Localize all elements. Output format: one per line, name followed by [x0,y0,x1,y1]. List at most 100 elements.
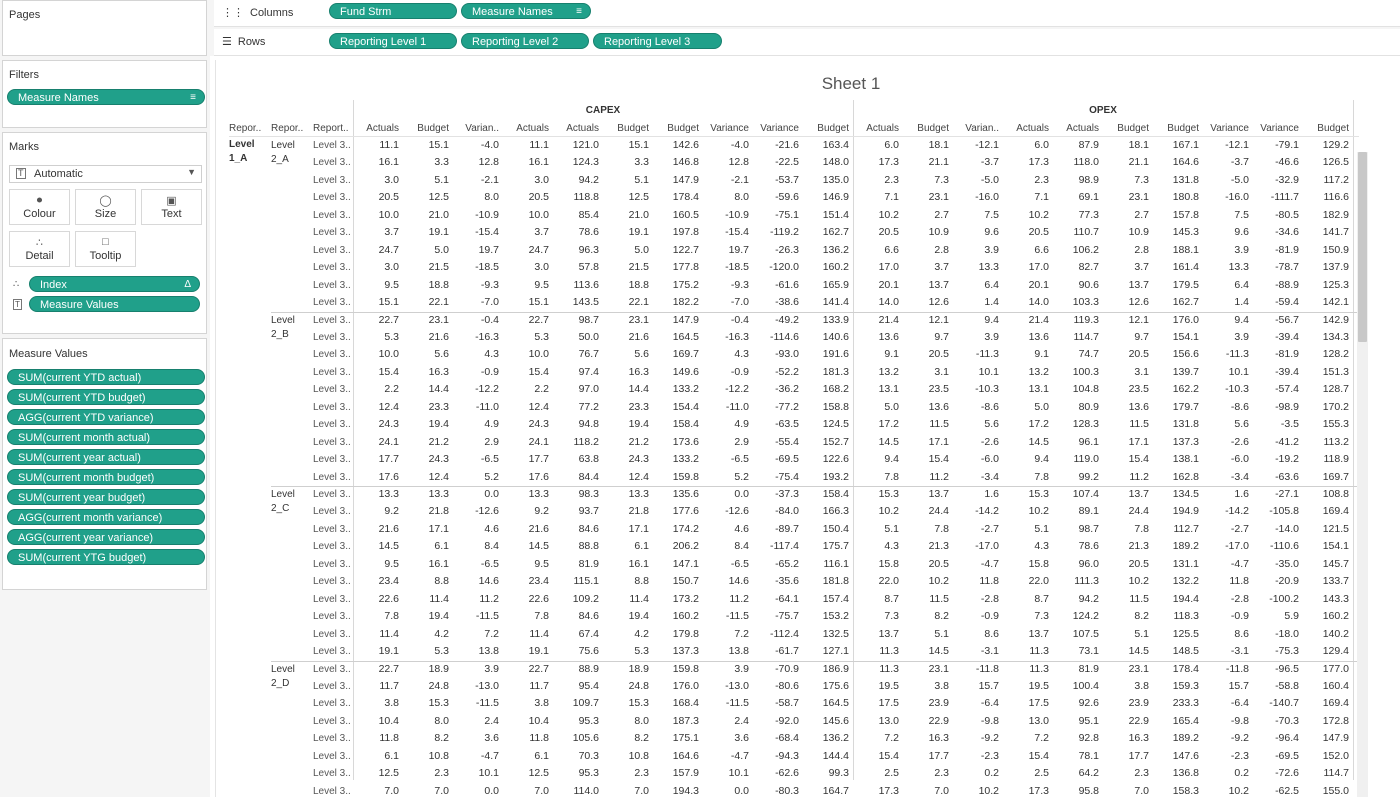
table-cell[interactable]: 189.2 [1172,540,1199,553]
table-cell[interactable]: 21.4 [1028,313,1049,326]
table-cell[interactable]: 20.5 [928,557,949,570]
table-cell[interactable]: 117.2 [1323,173,1350,186]
column-header[interactable]: Budget [1167,123,1199,134]
table-cell[interactable]: 173.2 [672,592,699,605]
table-cell[interactable]: 1.4 [984,296,999,309]
table-cell[interactable]: -9.8 [980,714,999,727]
table-cell[interactable]: -0.9 [980,610,999,623]
table-cell[interactable]: 22.0 [1028,575,1049,588]
table-cell[interactable]: 24.4 [1128,505,1149,518]
table-cell[interactable]: 14.5 [928,645,949,658]
table-cell[interactable]: 14.5 [878,435,899,448]
table-cell[interactable]: 139.7 [1172,365,1199,378]
detail-button[interactable]: ∴ Detail [9,231,70,267]
table-cell[interactable]: 76.7 [578,348,599,361]
table-cell[interactable]: -140.7 [1269,697,1299,710]
table-cell[interactable]: 124.3 [572,156,599,169]
table-cell[interactable]: 93.7 [578,505,599,518]
column-header[interactable]: Budget [417,123,449,134]
table-cell[interactable]: -12.2 [475,383,499,396]
level3-label[interactable]: Level 3.. [313,593,351,605]
table-cell[interactable]: 22.9 [1128,714,1149,727]
table-cell[interactable]: 7.0 [384,784,399,797]
column-header[interactable]: Varian.. [965,123,999,134]
column-header[interactable]: Actuals [566,123,599,134]
table-cell[interactable]: 154.4 [672,400,699,413]
table-cell[interactable]: 11.4 [379,627,399,640]
table-cell[interactable]: -3.7 [980,156,999,169]
measure-pill[interactable]: AGG(current YTD variance) [7,409,205,425]
table-cell[interactable]: -7.0 [480,296,499,309]
table-cell[interactable]: -2.7 [980,522,999,535]
table-cell[interactable]: 6.0 [1034,139,1049,151]
table-cell[interactable]: 22.6 [528,592,549,605]
table-cell[interactable]: -3.5 [1280,418,1299,431]
table-cell[interactable]: -96.4 [1275,732,1299,745]
table-cell[interactable]: -112.4 [770,627,799,640]
table-cell[interactable]: -27.1 [1275,488,1299,500]
table-cell[interactable]: 187.3 [672,714,699,727]
table-cell[interactable]: 8.7 [1034,592,1049,605]
table-cell[interactable]: -75.7 [775,610,799,623]
table-cell[interactable]: 17.0 [1028,261,1049,274]
table-cell[interactable]: 160.4 [1322,679,1349,692]
table-cell[interactable]: 178.4 [672,191,699,204]
table-cell[interactable]: -3.4 [980,470,999,483]
table-cell[interactable]: 20.5 [528,191,549,204]
table-cell[interactable]: 159.8 [672,662,699,675]
table-cell[interactable]: 10.1 [728,767,749,780]
table-cell[interactable]: 4.9 [484,418,499,431]
level3-label[interactable]: Level 3.. [313,558,351,570]
table-cell[interactable]: 22.0 [878,575,899,588]
table-cell[interactable]: -10.3 [975,383,999,396]
table-cell[interactable]: 2.5 [1034,767,1049,780]
table-cell[interactable]: 3.9 [1234,330,1249,343]
level2-label[interactable]: Level 2_A [271,140,295,165]
table-cell[interactable]: 147.9 [672,313,699,326]
table-cell[interactable]: 11.4 [529,627,549,640]
level3-label[interactable]: Level 3.. [313,157,351,169]
table-cell[interactable]: -6.5 [730,453,749,466]
table-cell[interactable]: 166.3 [822,505,849,518]
table-cell[interactable]: 5.6 [634,348,649,361]
table-cell[interactable]: 15.3 [428,697,449,710]
table-cell[interactable]: 13.7 [928,488,949,500]
level3-label[interactable]: Level 3.. [313,646,351,658]
table-cell[interactable]: 16.3 [928,732,949,745]
table-cell[interactable]: 3.8 [1134,679,1149,692]
table-cell[interactable]: 5.6 [984,418,999,431]
table-cell[interactable]: -11.5 [725,697,749,710]
table-cell[interactable]: 5.6 [434,348,449,361]
table-cell[interactable]: 2.7 [1134,208,1149,221]
table-cell[interactable]: 19.7 [478,243,499,256]
table-cell[interactable]: -75.3 [1275,645,1299,658]
table-cell[interactable]: 82.7 [1078,261,1099,274]
table-cell[interactable]: 2.3 [934,767,949,780]
table-cell[interactable]: 13.7 [1128,488,1149,500]
table-cell[interactable]: 118.0 [1073,156,1100,169]
row-pill-reporting-level-2[interactable]: Reporting Level 2 [461,33,589,49]
table-cell[interactable]: -8.6 [980,400,999,413]
table-cell[interactable]: 23.9 [928,697,949,710]
table-cell[interactable]: 186.9 [822,662,849,675]
table-cell[interactable]: 162.7 [822,226,849,239]
table-cell[interactable]: 84.6 [578,610,599,623]
table-cell[interactable]: 11.5 [929,592,949,605]
table-cell[interactable]: 133.2 [672,383,699,396]
table-cell[interactable]: 12.5 [378,767,399,780]
table-cell[interactable]: 15.7 [1228,679,1249,692]
table-cell[interactable]: 9.5 [534,557,549,570]
table-cell[interactable]: -81.9 [1275,243,1299,256]
table-cell[interactable]: 118.9 [1323,453,1350,466]
measure-pill[interactable]: SUM(current year actual) [7,449,205,465]
table-cell[interactable]: 105.6 [572,732,599,745]
table-cell[interactable]: 13.8 [478,645,499,658]
table-cell[interactable]: 131.1 [1172,557,1199,570]
table-cell[interactable]: 163.4 [822,139,849,151]
table-cell[interactable]: 7.2 [1034,732,1049,745]
level3-label[interactable]: Level 3.. [313,244,351,256]
table-cell[interactable]: 98.7 [1078,522,1099,535]
table-cell[interactable]: 3.9 [984,243,999,256]
table-cell[interactable]: 160.2 [672,610,699,623]
table-cell[interactable]: -32.9 [1275,173,1299,186]
